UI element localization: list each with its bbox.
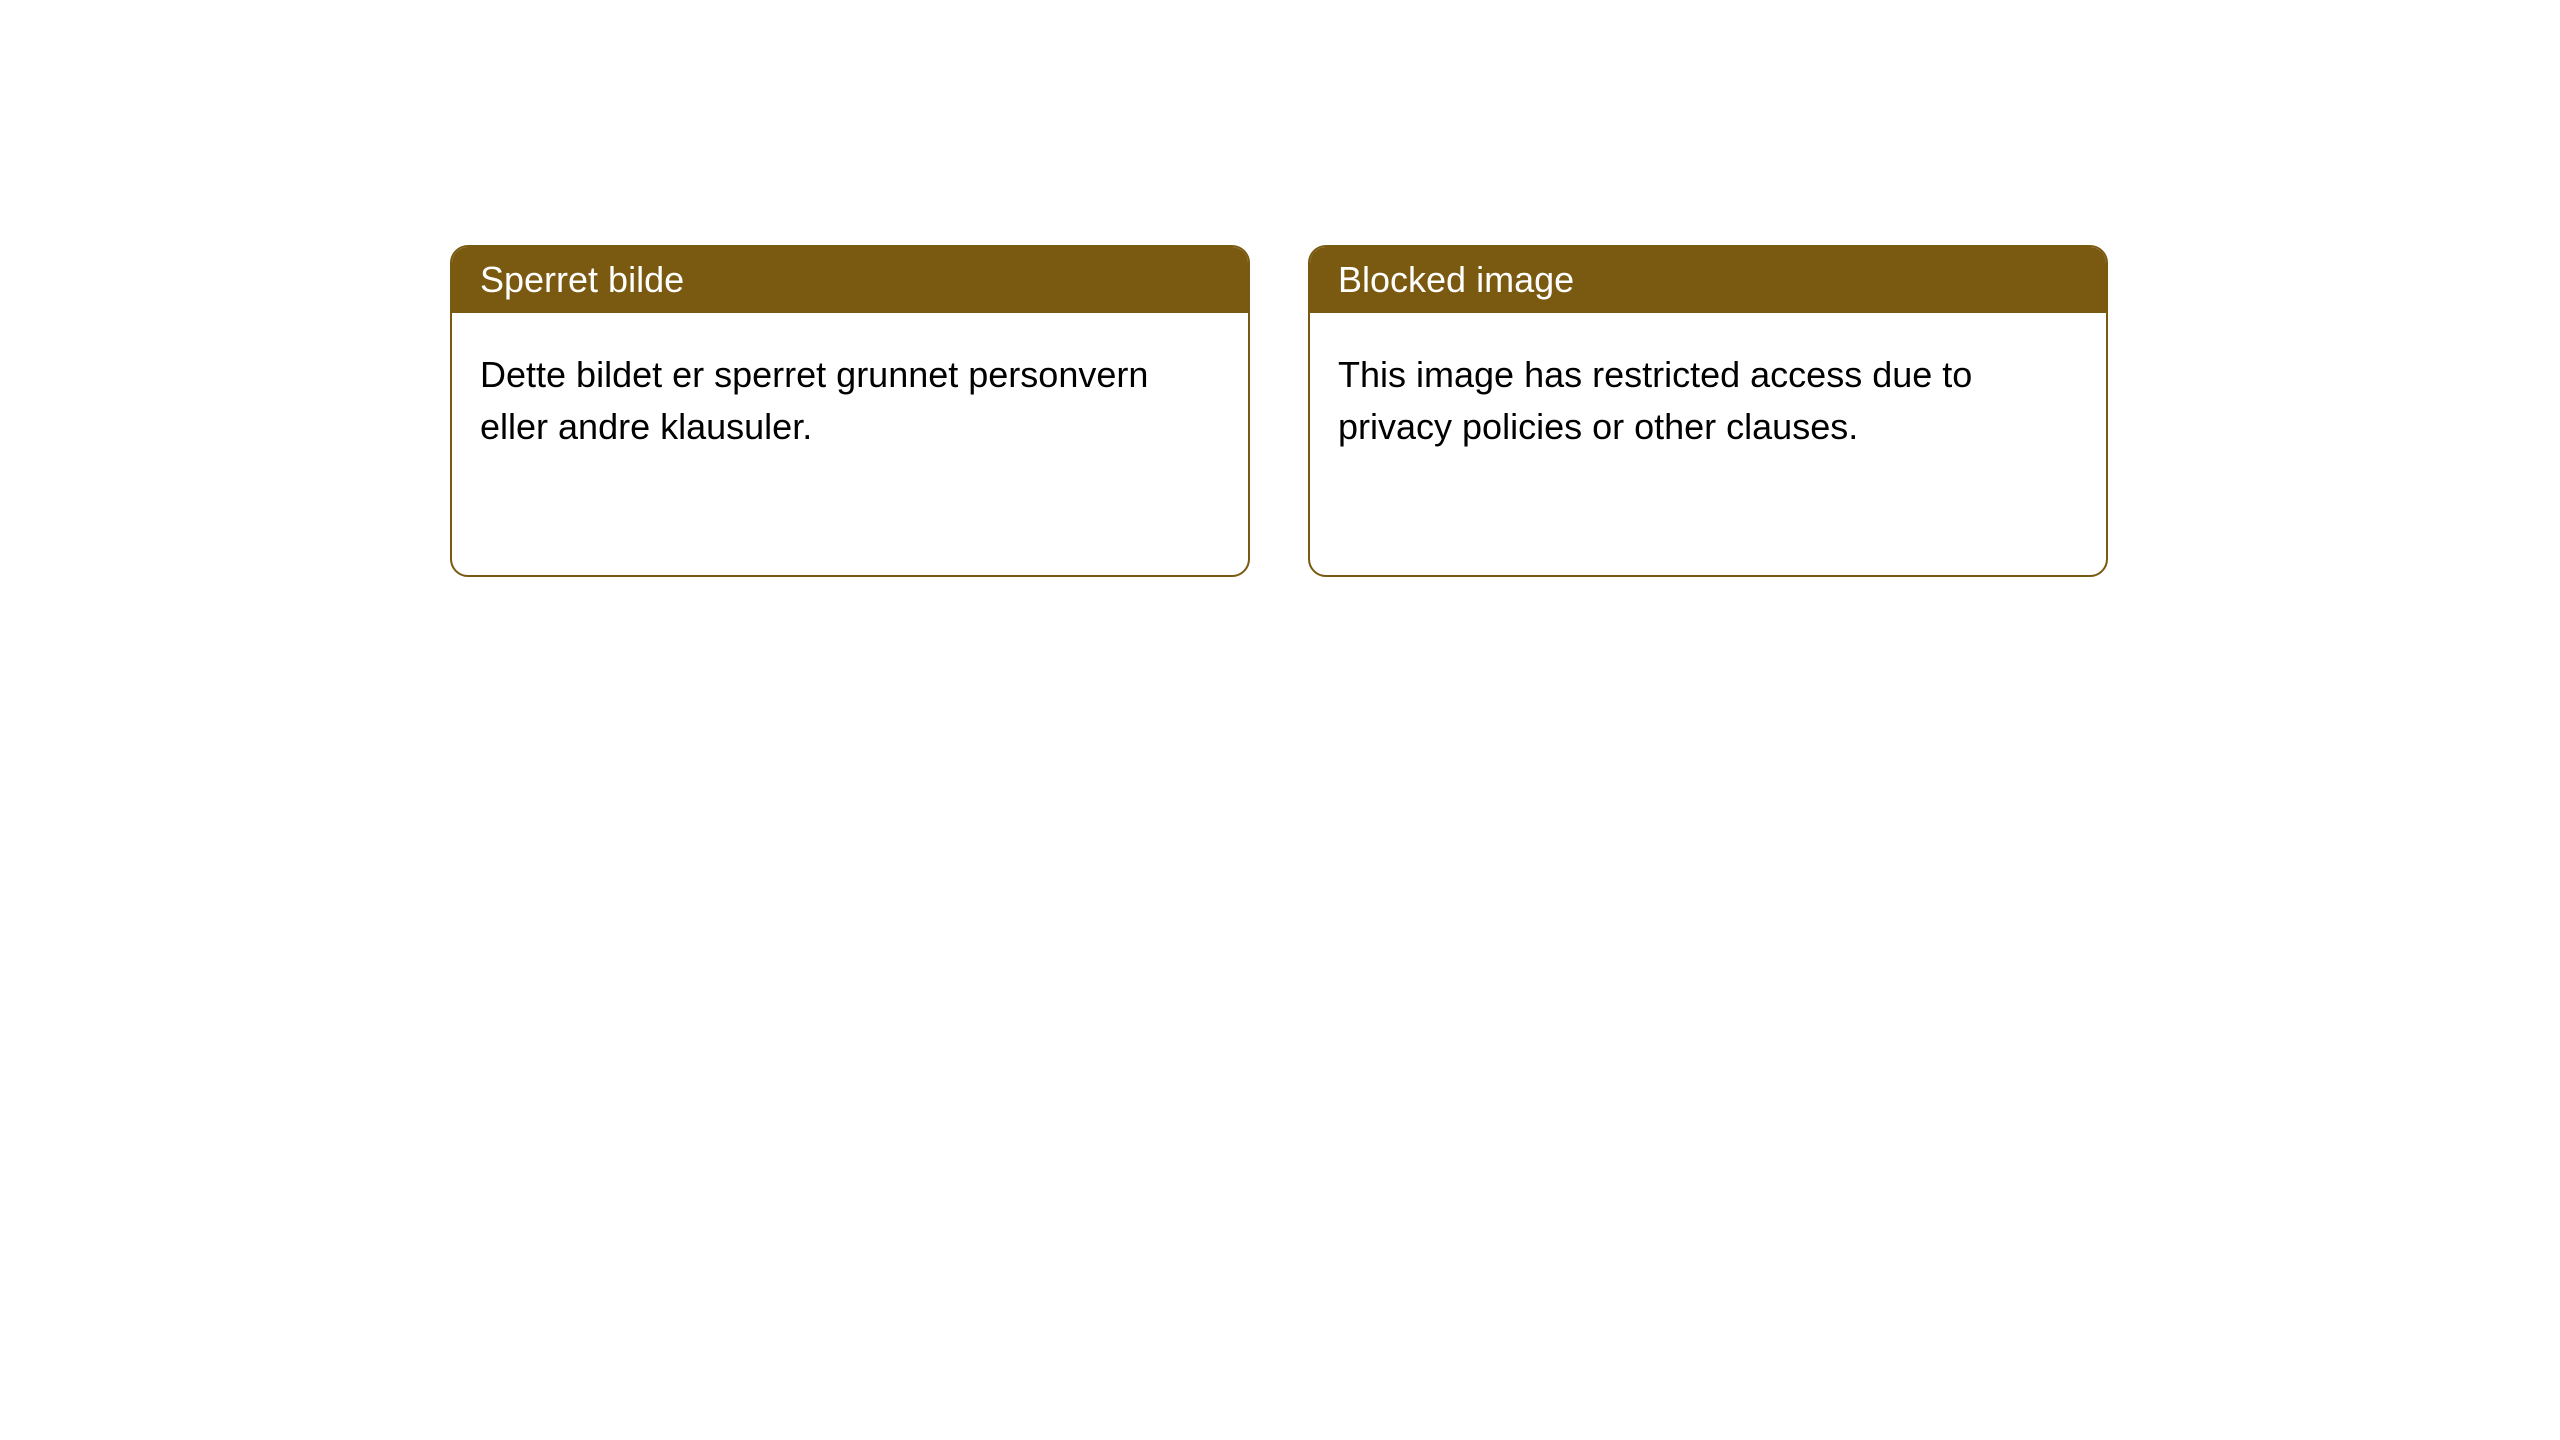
notice-cards-row: Sperret bilde Dette bildet er sperret gr… <box>450 245 2108 577</box>
card-title: Sperret bilde <box>480 259 684 300</box>
card-body: Dette bildet er sperret grunnet personve… <box>452 313 1248 489</box>
card-header: Blocked image <box>1310 247 2106 313</box>
card-body-text: Dette bildet er sperret grunnet personve… <box>480 354 1148 447</box>
card-header: Sperret bilde <box>452 247 1248 313</box>
card-body-text: This image has restricted access due to … <box>1338 354 1972 447</box>
card-body: This image has restricted access due to … <box>1310 313 2106 489</box>
blocked-image-card-en: Blocked image This image has restricted … <box>1308 245 2108 577</box>
blocked-image-card-no: Sperret bilde Dette bildet er sperret gr… <box>450 245 1250 577</box>
card-title: Blocked image <box>1338 259 1574 300</box>
